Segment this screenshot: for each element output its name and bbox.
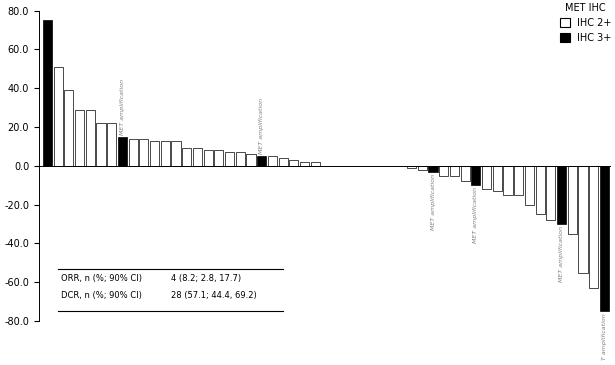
Bar xyxy=(311,162,320,166)
Bar xyxy=(589,166,598,288)
Bar xyxy=(257,156,266,166)
Bar xyxy=(450,166,459,176)
Bar xyxy=(493,166,502,191)
Bar xyxy=(140,139,148,166)
Legend: IHC 2+, IHC 3+: IHC 2+, IHC 3+ xyxy=(560,3,612,43)
Bar xyxy=(172,141,181,166)
Bar xyxy=(85,110,95,166)
Bar xyxy=(182,148,191,166)
Text: MET amplification: MET amplification xyxy=(474,187,478,243)
Bar xyxy=(536,166,545,214)
Text: MET amplification: MET amplification xyxy=(430,174,435,230)
Bar xyxy=(236,152,245,166)
Bar xyxy=(568,166,577,234)
Bar xyxy=(418,166,427,170)
Bar xyxy=(65,90,73,166)
Bar xyxy=(482,166,491,189)
Bar xyxy=(118,137,127,166)
Bar xyxy=(268,156,277,166)
Bar xyxy=(193,148,202,166)
Bar xyxy=(471,166,480,185)
Bar xyxy=(407,166,416,168)
Bar xyxy=(600,166,609,311)
Bar xyxy=(150,141,159,166)
Bar xyxy=(75,110,84,166)
Bar xyxy=(161,141,170,166)
Bar xyxy=(300,162,309,166)
Text: MET amplification: MET amplification xyxy=(559,226,564,282)
Bar xyxy=(525,166,534,205)
Bar xyxy=(247,154,255,166)
Bar xyxy=(43,20,52,166)
Bar xyxy=(514,166,523,195)
Bar xyxy=(546,166,555,220)
Bar xyxy=(439,166,448,176)
Text: MET amplification: MET amplification xyxy=(259,98,264,154)
Bar xyxy=(279,158,288,166)
Bar xyxy=(129,139,138,166)
Bar xyxy=(429,166,438,172)
Text: T amplification: T amplification xyxy=(602,313,607,360)
Text: 28 (57.1; 44.4, 69.2): 28 (57.1; 44.4, 69.2) xyxy=(170,291,256,300)
Bar xyxy=(504,166,512,195)
Bar xyxy=(204,150,213,166)
Bar xyxy=(557,166,566,224)
Bar xyxy=(107,123,116,166)
Bar xyxy=(54,67,63,166)
Text: ORR, n (%; 90% CI): ORR, n (%; 90% CI) xyxy=(62,273,143,283)
Text: MET amplification: MET amplification xyxy=(120,78,125,135)
Text: 4 (8.2; 2.8, 17.7): 4 (8.2; 2.8, 17.7) xyxy=(170,273,240,283)
Bar xyxy=(225,152,234,166)
Text: DCR, n (%; 90% CI): DCR, n (%; 90% CI) xyxy=(62,291,142,300)
Bar xyxy=(289,160,298,166)
Bar xyxy=(214,150,223,166)
Bar xyxy=(461,166,470,181)
Bar xyxy=(579,166,587,273)
Bar xyxy=(97,123,106,166)
